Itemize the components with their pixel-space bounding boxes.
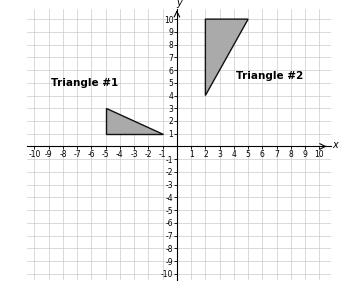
Text: Triangle #2: Triangle #2	[236, 72, 303, 81]
Text: x: x	[332, 139, 338, 150]
Polygon shape	[205, 19, 248, 96]
Polygon shape	[106, 108, 163, 134]
Text: Triangle #1: Triangle #1	[51, 78, 118, 88]
Text: y: y	[176, 0, 182, 8]
